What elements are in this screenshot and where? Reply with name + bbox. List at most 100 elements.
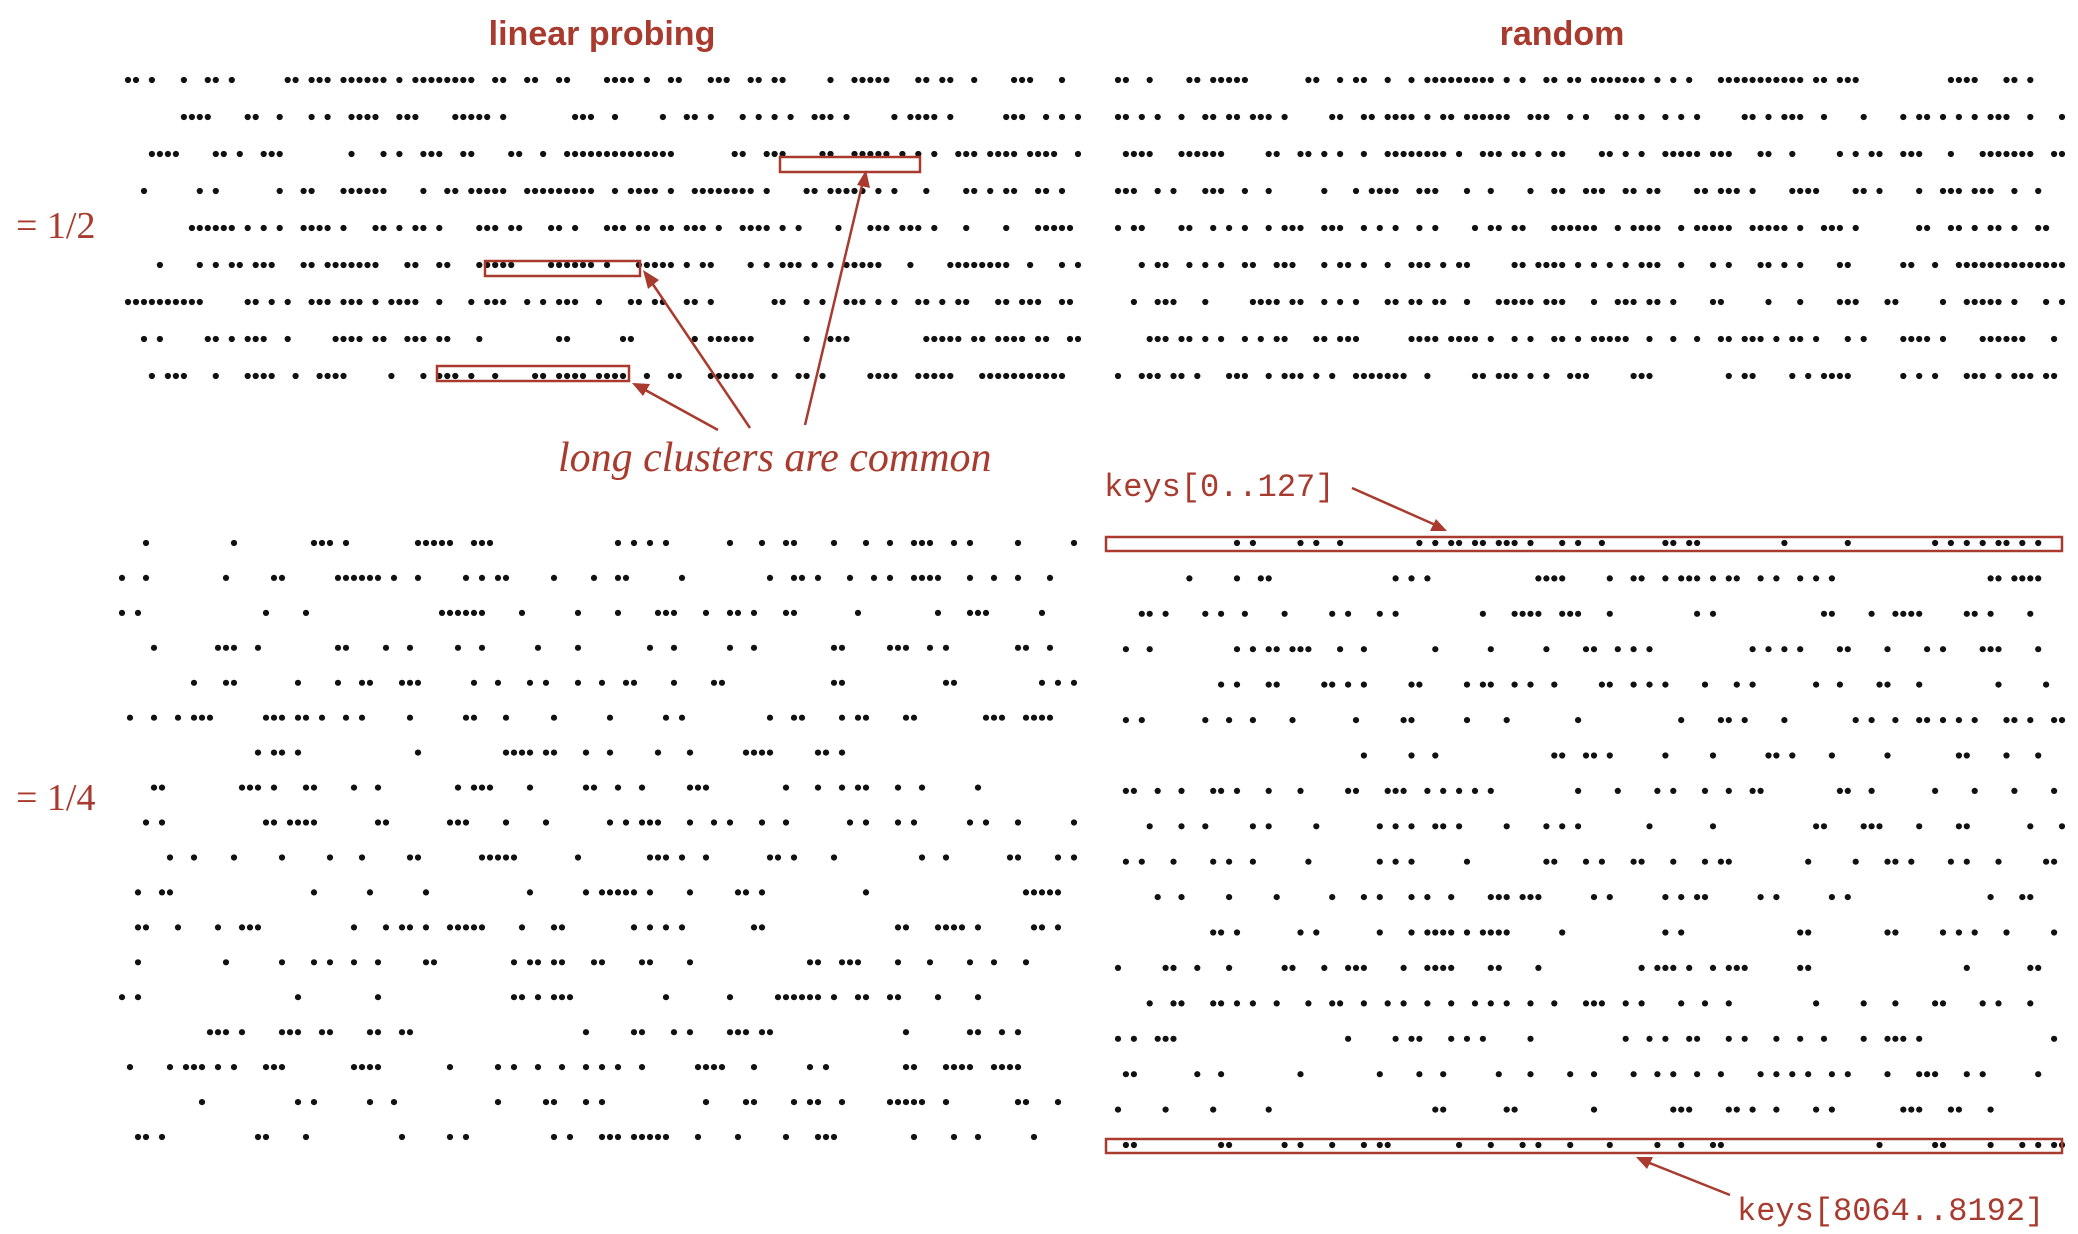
occupied-slot-dot: [348, 261, 355, 269]
occupied-slot-dot: [1432, 76, 1439, 84]
occupied-slot-dot: [875, 76, 882, 84]
occupied-slot-dot: [675, 372, 682, 380]
occupied-slot-dot: [1487, 187, 1494, 195]
occupied-slot-dot: [238, 784, 246, 791]
occupied-slot-dot: [603, 261, 611, 269]
occupied-slot-dot: [1939, 717, 1947, 724]
occupied-slot-dot: [316, 298, 323, 306]
occupied-slot-dot: [1527, 1071, 1534, 1078]
occupied-slot-dot: [1337, 150, 1344, 158]
occupied-slot-dot: [1027, 261, 1034, 269]
occupied-slot-dot: [1022, 1099, 1030, 1106]
occupied-slot-dot: [918, 539, 926, 547]
occupied-slot-dot: [942, 644, 950, 651]
occupied-slot-dot: [643, 150, 651, 158]
occupied-slot-dot: [366, 574, 374, 582]
occupied-slot-dot: [734, 609, 742, 617]
occupied-slot-dot: [1273, 681, 1280, 688]
occupied-slot-dot: [1963, 823, 1970, 830]
occupied-slot-dot: [380, 76, 387, 84]
occupied-slot-dot: [276, 113, 283, 121]
occupied-slot-dot: [476, 187, 483, 195]
occupied-slot-dot: [1622, 187, 1629, 195]
occupied-slot-dot: [1456, 76, 1463, 84]
occupied-slot-dot: [851, 150, 858, 158]
occupied-slot-dot: [1654, 298, 1661, 306]
occupied-slot-dot: [963, 261, 970, 269]
occupied-slot-dot: [1717, 1141, 1724, 1149]
occupied-slot-dot: [244, 113, 251, 121]
occupied-slot-dot: [1836, 646, 1843, 653]
occupied-slot-dot: [1979, 539, 1986, 547]
occupied-slot-dot: [308, 224, 315, 232]
occupied-slot-dot: [558, 994, 566, 1001]
occupied-slot-dot: [894, 994, 902, 1001]
occupied-slot-dot: [1432, 298, 1439, 306]
occupied-slot-dot: [1638, 261, 1645, 269]
occupied-slot-dot: [1027, 150, 1034, 158]
occupied-slot-dot: [460, 76, 467, 84]
occupied-slot-dot: [310, 539, 318, 547]
occupied-slot-dot: [444, 335, 451, 343]
occupied-slot-dot: [1797, 76, 1804, 84]
occupied-slot-dot: [2019, 261, 2026, 269]
occupied-slot-dot: [1408, 894, 1415, 901]
occupied-slot-dot: [614, 539, 622, 547]
occupied-slot-dot: [412, 224, 419, 232]
occupied-slot-dot: [1575, 823, 1582, 830]
occupied-slot-dot: [1852, 298, 1859, 306]
occupied-slot-dot: [2011, 372, 2018, 380]
occupied-slot-dot: [422, 959, 430, 966]
occupied-slot-dot: [1376, 224, 1383, 232]
occupied-slot-dot: [1979, 335, 1986, 343]
occupied-slot-dot: [1400, 113, 1407, 121]
occupied-slot-dot: [1725, 858, 1732, 865]
occupied-slot-dot: [276, 187, 283, 195]
occupied-slot-dot: [750, 1099, 758, 1106]
occupied-slot-dot: [1567, 1141, 1574, 1149]
occupied-slot-dot: [526, 959, 534, 966]
occupied-slot-dot: [270, 1064, 278, 1071]
occupied-slot-dot: [787, 113, 794, 121]
occupied-slot-dot: [1030, 1133, 1038, 1141]
occupied-slot-dot: [1289, 372, 1296, 380]
occupied-slot-dot: [1352, 372, 1360, 380]
occupied-slot-dot: [468, 372, 475, 380]
occupied-slot-dot: [1289, 298, 1296, 306]
occupied-slot-dot: [1876, 681, 1883, 688]
occupied-slot-dot: [526, 889, 534, 896]
occupied-slot-dot: [1122, 858, 1129, 865]
occupied-slot-dot: [302, 714, 310, 721]
occupied-slot-dot: [1947, 224, 1954, 232]
occupied-slot-dot: [1186, 335, 1193, 343]
occupied-slot-dot: [1392, 187, 1399, 195]
occupied-slot-dot: [771, 298, 778, 306]
occupied-slot-dot: [947, 261, 954, 269]
occupied-slot-dot: [574, 679, 582, 686]
occupied-slot-dot: [356, 298, 363, 306]
occupied-slot-dot: [564, 335, 571, 343]
occupied-slot-dot: [851, 187, 858, 195]
occupied-slot-dot: [806, 959, 814, 966]
occupied-slot-dot: [1503, 823, 1510, 830]
occupied-slot-dot: [1781, 224, 1788, 232]
occupied-slot-dot: [1218, 187, 1225, 195]
occupied-slot-dot: [1805, 929, 1812, 936]
occupied-slot-dot: [142, 574, 150, 582]
occupied-slot-dot: [1154, 894, 1161, 901]
occupied-slot-dot: [1701, 187, 1709, 195]
occupied-slot-dot: [1939, 929, 1947, 936]
occupied-slot-dot: [1852, 717, 1859, 724]
occupied-slot-dot: [771, 76, 778, 84]
occupied-slot-dot: [1860, 1035, 1867, 1042]
occupied-slot-dot: [1503, 894, 1510, 901]
occupied-slot-dot: [198, 714, 206, 721]
occupied-slot-dot: [374, 784, 382, 791]
occupied-slot-dot: [1709, 575, 1717, 582]
occupied-slot-dot: [1345, 610, 1352, 617]
occupied-slot-dot: [1154, 261, 1161, 269]
occupied-slot-dot: [318, 1029, 326, 1036]
first-keys-label: keys[0..127]: [1104, 469, 1334, 506]
occupied-slot-dot: [204, 335, 211, 343]
occupied-slot-dot: [782, 539, 790, 547]
